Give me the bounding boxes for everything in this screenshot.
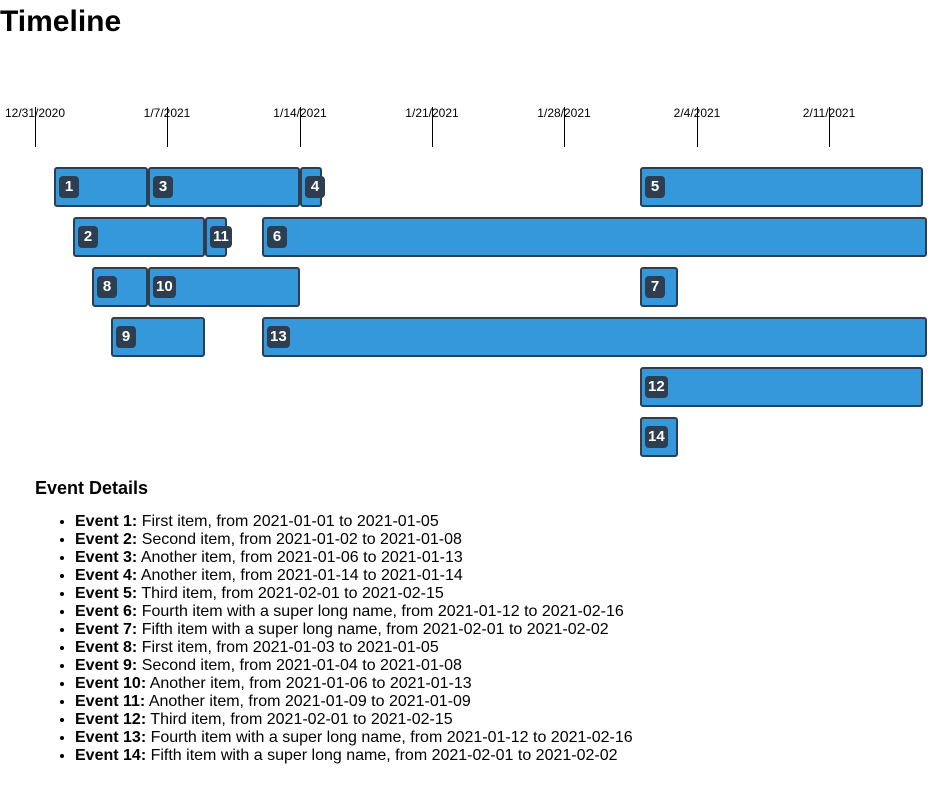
axis-tick-line [829,107,830,147]
event-badge: 13 [267,326,290,348]
event-detail-item: Event 8: First item, from 2021-01-03 to … [75,639,915,657]
event-detail-item: Event 4: Another item, from 2021-01-14 t… [75,567,915,585]
page-title: Timeline [0,5,122,38]
axis-tick-label: 1/14/2021 [273,106,327,120]
event-detail-item: Event 3: Another item, from 2021-01-06 t… [75,549,915,567]
event-detail-label: Event 1: [75,513,138,530]
event-badge: 11 [210,226,232,248]
axis-tick-label: 2/4/2021 [673,106,721,120]
axis-tick-line [697,107,698,147]
event-detail-item: Event 1: First item, from 2021-01-01 to … [75,513,915,531]
event-detail-text: Another item, from 2021-01-06 to 2021-01… [146,675,472,692]
axis-tick-line [432,107,433,147]
event-badge: 7 [645,276,665,298]
event-detail-text: Fifth item with a super long name, from … [137,621,609,638]
event-detail-text: First item, from 2021-01-01 to 2021-01-0… [137,513,439,530]
event-detail-item: Event 2: Second item, from 2021-01-02 to… [75,531,915,549]
axis-tick-label: 12/31/2020 [4,106,66,120]
event-detail-label: Event 10: [75,675,147,692]
event-detail-text: Another item, from 2021-01-14 to 2021-01… [137,567,463,584]
event-details-heading: Event Details [35,478,149,498]
event-badge: 9 [116,326,136,348]
event-bar-5[interactable]: 5 [640,167,923,207]
event-bar-1[interactable]: 1 [54,167,148,207]
event-detail-item: Event 11: Another item, from 2021-01-09 … [75,693,915,711]
event-bar-13[interactable]: 13 [262,317,927,357]
event-detail-item: Event 10: Another item, from 2021-01-06 … [75,675,915,693]
event-detail-item: Event 7: Fifth item with a super long na… [75,621,915,639]
event-detail-item: Event 6: Fourth item with a super long n… [75,603,915,621]
event-badge: 12 [645,376,668,398]
event-detail-text: Fourth item with a super long name, from… [137,603,624,620]
event-bar-14[interactable]: 14 [640,417,678,457]
event-badge: 5 [645,176,665,198]
event-badge: 14 [645,426,668,448]
event-detail-text: Third item, from 2021-02-01 to 2021-02-1… [146,711,453,728]
axis-tick-line [300,107,301,147]
event-detail-text: Fifth item with a super long name, from … [146,747,618,764]
event-detail-label: Event 6: [75,603,138,620]
event-details: Event Details Event 1: First item, from … [35,478,915,765]
axis-tick-label: 2/11/2021 [802,106,856,120]
event-detail-text: First item, from 2021-01-03 to 2021-01-0… [137,639,439,656]
axis-tick-label: 1/7/2021 [143,106,191,120]
event-detail-text: Another item, from 2021-01-06 to 2021-01… [137,549,463,566]
axis-tick-label: 1/21/2021 [405,106,459,120]
event-badge: 10 [153,276,176,298]
event-bar-10[interactable]: 10 [148,267,300,307]
event-detail-item: Event 14: Fifth item with a super long n… [75,747,915,765]
event-badge: 6 [267,226,287,248]
event-detail-label: Event 7: [75,621,138,638]
event-detail-label: Event 3: [75,549,138,566]
event-badge: 2 [78,226,98,248]
event-detail-text: Second item, from 2021-01-02 to 2021-01-… [137,531,462,548]
event-detail-label: Event 13: [75,729,147,746]
event-detail-item: Event 13: Fourth item with a super long … [75,729,915,747]
event-detail-label: Event 4: [75,567,138,584]
event-bar-12[interactable]: 12 [640,367,923,407]
event-detail-label: Event 8: [75,639,138,656]
event-badge: 8 [97,276,117,298]
event-bar-6[interactable]: 6 [262,217,927,257]
event-badge: 1 [59,176,79,198]
timeline-chart: 12/31/2020 1/7/2021 1/14/2021 1/21/2021 1/28… [4,106,927,457]
event-detail-label: Event 5: [75,585,138,602]
event-detail-label: Event 2: [75,531,138,548]
event-badge: 3 [153,176,173,198]
event-detail-label: Event 9: [75,657,138,674]
event-detail-label: Event 11: [75,693,146,710]
event-bar-3[interactable]: 3 [148,167,300,207]
event-detail-label: Event 14: [75,747,147,764]
event-detail-text: Another item, from 2021-01-09 to 2021-01… [145,693,471,710]
axis-tick-label: 1/28/2021 [537,106,591,120]
event-detail-item: Event 12: Third item, from 2021-02-01 to… [75,711,915,729]
event-bar-9[interactable]: 9 [111,317,205,357]
event-detail-label: Event 12: [75,711,147,728]
event-detail-text: Third item, from 2021-02-01 to 2021-02-1… [137,585,444,602]
event-bar-7[interactable]: 7 [640,267,678,307]
event-list: Event 1: First item, from 2021-01-01 to … [35,513,915,765]
event-bar-2[interactable]: 2 [73,217,205,257]
event-bar-11[interactable]: 11 [205,217,232,257]
event-detail-text: Second item, from 2021-01-04 to 2021-01-… [137,657,462,674]
event-bar-8[interactable]: 8 [92,267,148,307]
axis-tick-line [35,107,36,147]
event-detail-item: Event 9: Second item, from 2021-01-04 to… [75,657,915,675]
axis-tick-line [167,107,168,147]
event-bar-4[interactable]: 4 [300,167,325,207]
event-detail-text: Fourth item with a super long name, from… [146,729,633,746]
event-detail-item: Event 5: Third item, from 2021-02-01 to … [75,585,915,603]
event-badge: 4 [305,176,325,198]
axis-tick-line [564,107,565,147]
